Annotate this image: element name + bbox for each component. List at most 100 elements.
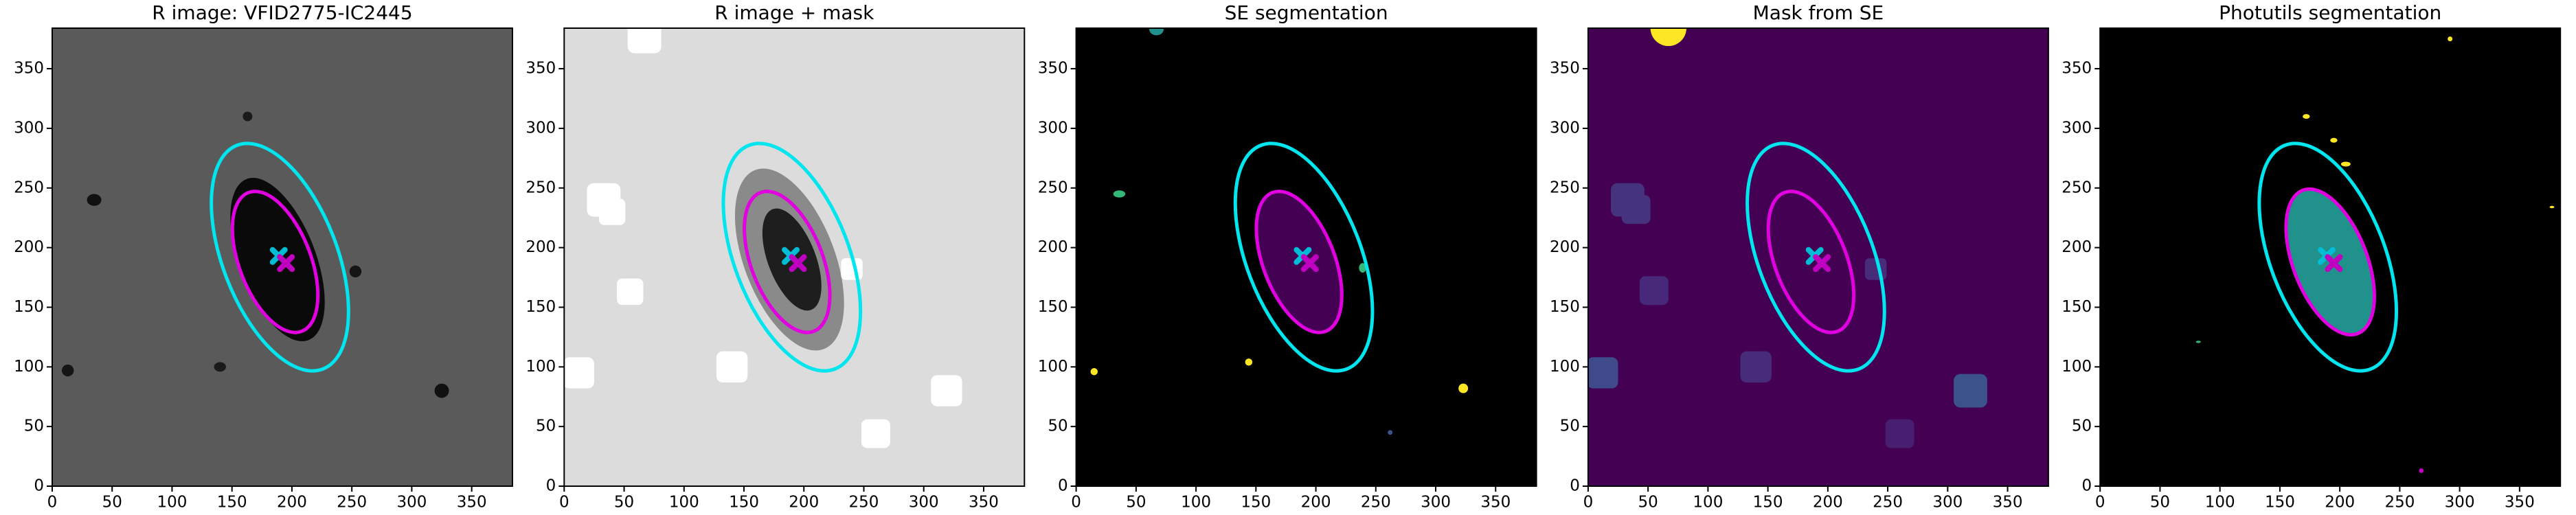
- x-tick-label: 50: [102, 494, 122, 512]
- y-tick-label: 50: [24, 417, 44, 435]
- center-marker: [2325, 254, 2343, 273]
- x-tick-label: 0: [2095, 494, 2105, 512]
- y-tick-label: 50: [1048, 417, 1067, 435]
- axes-frame: [2099, 27, 2562, 487]
- mask-square: [617, 278, 644, 306]
- x-tick-label: 300: [909, 494, 939, 512]
- panel-title: R image: VFID2775-IC2445: [152, 1, 412, 24]
- aperture-ellipse: [2257, 141, 2399, 373]
- y-tick-label: 0: [546, 477, 556, 495]
- y-tick-label: 50: [1560, 417, 1580, 435]
- y-tick-label: 350: [14, 60, 44, 78]
- mask-square: [598, 198, 626, 225]
- y-tick-label: 200: [1550, 238, 1580, 256]
- x-tick-label: 150: [1753, 494, 1783, 512]
- y-tick-label: 100: [1550, 358, 1580, 376]
- panel-title: R image + mask: [714, 1, 874, 24]
- x-tick-label: 250: [1873, 494, 1903, 512]
- x-tick-label: 200: [1301, 494, 1331, 512]
- blob: [1245, 358, 1253, 366]
- x-tick-label: 100: [669, 494, 699, 512]
- y-tick-label: 50: [536, 417, 556, 435]
- y-tick-label: 250: [1038, 179, 1068, 196]
- aperture-ellipse: [1254, 190, 1344, 334]
- blob: [2340, 161, 2351, 167]
- x-tick-label: 50: [1638, 494, 1658, 512]
- blob: [2549, 205, 2555, 209]
- aperture-ellipse: [230, 190, 320, 334]
- y-tick-label: 300: [526, 119, 556, 137]
- mask-square: [1639, 276, 1669, 306]
- blob: [1650, 28, 1686, 47]
- panel-title: Mask from SE: [1753, 1, 1884, 24]
- panel: R image: VFID2775-IC2445 0 50 100 150 200 250 3…: [14, 1, 513, 512]
- aperture-ellipse: [1233, 141, 1375, 373]
- blob: [1113, 190, 1126, 198]
- y-tick-label: 300: [1038, 119, 1068, 137]
- x-tick-label: 300: [1421, 494, 1451, 512]
- center-marker: [789, 254, 807, 273]
- x-tick-label: 250: [337, 494, 367, 512]
- center-marker: [1300, 254, 1319, 273]
- x-tick-label: 200: [2325, 494, 2355, 512]
- blob: [1149, 28, 1164, 36]
- x-tick-label: 250: [1361, 494, 1391, 512]
- panel: SE segmentation 0 50 100 150 200 250 300 350 0 50 1…: [1038, 1, 1537, 512]
- y-tick-label: 150: [1038, 298, 1068, 316]
- axes-frame: [563, 27, 1026, 487]
- y-tick-label: 0: [1570, 477, 1580, 495]
- x-tick-label: 100: [1693, 494, 1723, 512]
- x-tick-label: 300: [2445, 494, 2475, 512]
- mask-square: [1740, 351, 1772, 382]
- image-area: [564, 28, 1025, 486]
- panel: Photutils segmentation 0 50 100 150 200 250 300…: [2061, 1, 2562, 512]
- axes-frame: [1587, 27, 2049, 487]
- blob: [214, 362, 226, 372]
- blob: [2448, 36, 2453, 42]
- y-tick-label: 200: [526, 238, 556, 256]
- blob: [1458, 383, 1469, 393]
- blob: [434, 383, 449, 398]
- x-tick-label: 0: [1071, 494, 1081, 512]
- y-tick-label: 0: [1058, 477, 1068, 495]
- blob: [2195, 341, 2201, 343]
- x-tick-label: 350: [1993, 494, 2023, 512]
- blob: [242, 111, 253, 122]
- blob: [1090, 368, 1098, 376]
- mask-square: [716, 351, 748, 382]
- image-area: [2100, 28, 2561, 486]
- x-tick-label: 100: [157, 494, 188, 512]
- mask-square: [861, 419, 890, 448]
- x-tick-label: 100: [1181, 494, 1211, 512]
- mask-square: [1954, 374, 1987, 408]
- aperture-ellipse: [1745, 141, 1886, 373]
- x-tick-label: 200: [789, 494, 819, 512]
- x-tick-label: 250: [2384, 494, 2415, 512]
- y-tick-label: 0: [2082, 477, 2092, 495]
- x-tick-label: 150: [217, 494, 247, 512]
- x-tick-label: 350: [1480, 494, 1511, 512]
- mask-square: [931, 375, 962, 407]
- x-tick-label: 0: [559, 494, 569, 512]
- blob: [1359, 263, 1366, 273]
- blob: [2419, 468, 2424, 473]
- y-tick-label: 150: [2061, 298, 2092, 316]
- blob: [87, 194, 102, 206]
- y-tick-label: 150: [14, 298, 44, 316]
- y-tick-label: 350: [2061, 60, 2092, 78]
- center-marker: [277, 254, 295, 273]
- y-tick-label: 300: [14, 119, 44, 137]
- blob: [61, 364, 74, 377]
- panel: Mask from SE 0 50 100 150 200 250 300 350 0 50 100 1…: [1550, 1, 2049, 512]
- x-tick-label: 250: [849, 494, 879, 512]
- x-tick-label: 50: [1126, 494, 1146, 512]
- y-tick-label: 350: [1550, 60, 1580, 78]
- x-tick-label: 350: [969, 494, 999, 512]
- image-area: [1076, 28, 1537, 486]
- y-tick-label: 150: [526, 298, 556, 316]
- x-tick-label: 150: [729, 494, 759, 512]
- y-tick-label: 0: [34, 477, 44, 495]
- panel-title: Photutils segmentation: [2219, 1, 2441, 24]
